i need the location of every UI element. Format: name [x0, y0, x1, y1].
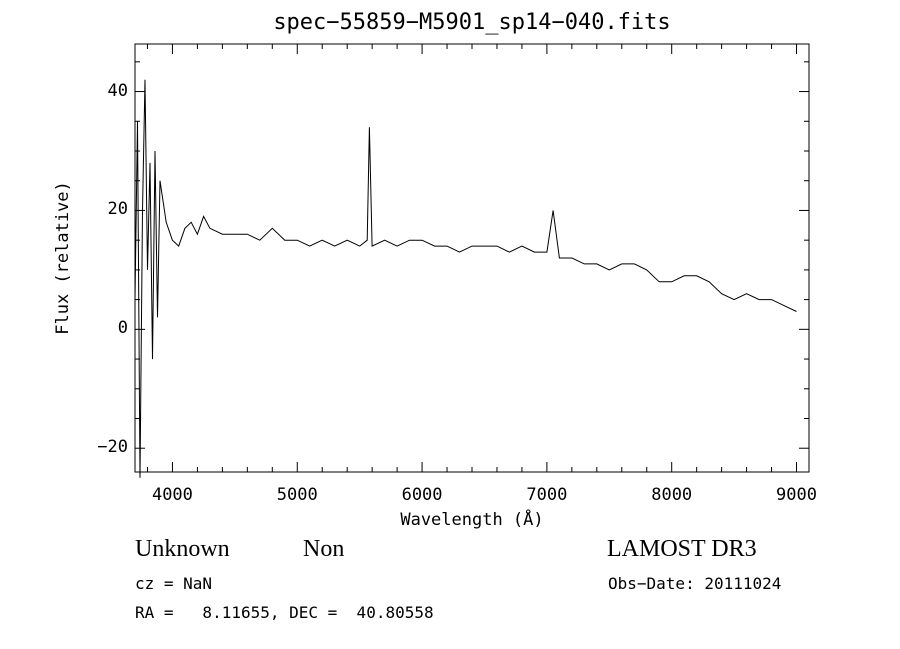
x-tick-label: 4000: [151, 485, 193, 505]
x-tick-label: 7000: [526, 485, 568, 505]
x-tick-label: 5000: [276, 485, 318, 505]
y-tick-label: 40: [107, 80, 128, 101]
coordinates-readout: RA = 8.11655, DEC = 40.80558: [135, 603, 434, 622]
x-axis-label: Wavelength (Å): [400, 510, 544, 530]
chart-title: spec−55859−M5901_sp14−040.fits: [273, 10, 671, 35]
x-tick-label: 6000: [401, 485, 443, 505]
obs-date-readout: Obs−Date: 20111024: [608, 574, 782, 593]
x-tick-label: 8000: [651, 485, 693, 505]
axis-ticks: [135, 44, 809, 472]
redshift-readout: cz = NaN: [135, 574, 213, 593]
y-tick-label: −20: [97, 437, 128, 458]
series-line-flux: [134, 79, 797, 478]
survey-label: LAMOST DR3: [607, 536, 757, 562]
x-tick-label: 9000: [776, 485, 817, 505]
y-tick-label: 20: [107, 199, 128, 220]
y-tick-label: 0: [117, 318, 128, 339]
object-class-label: Unknown: [135, 536, 230, 562]
object-subclass-label: Non: [303, 536, 345, 562]
plot-frame: [134, 43, 810, 473]
